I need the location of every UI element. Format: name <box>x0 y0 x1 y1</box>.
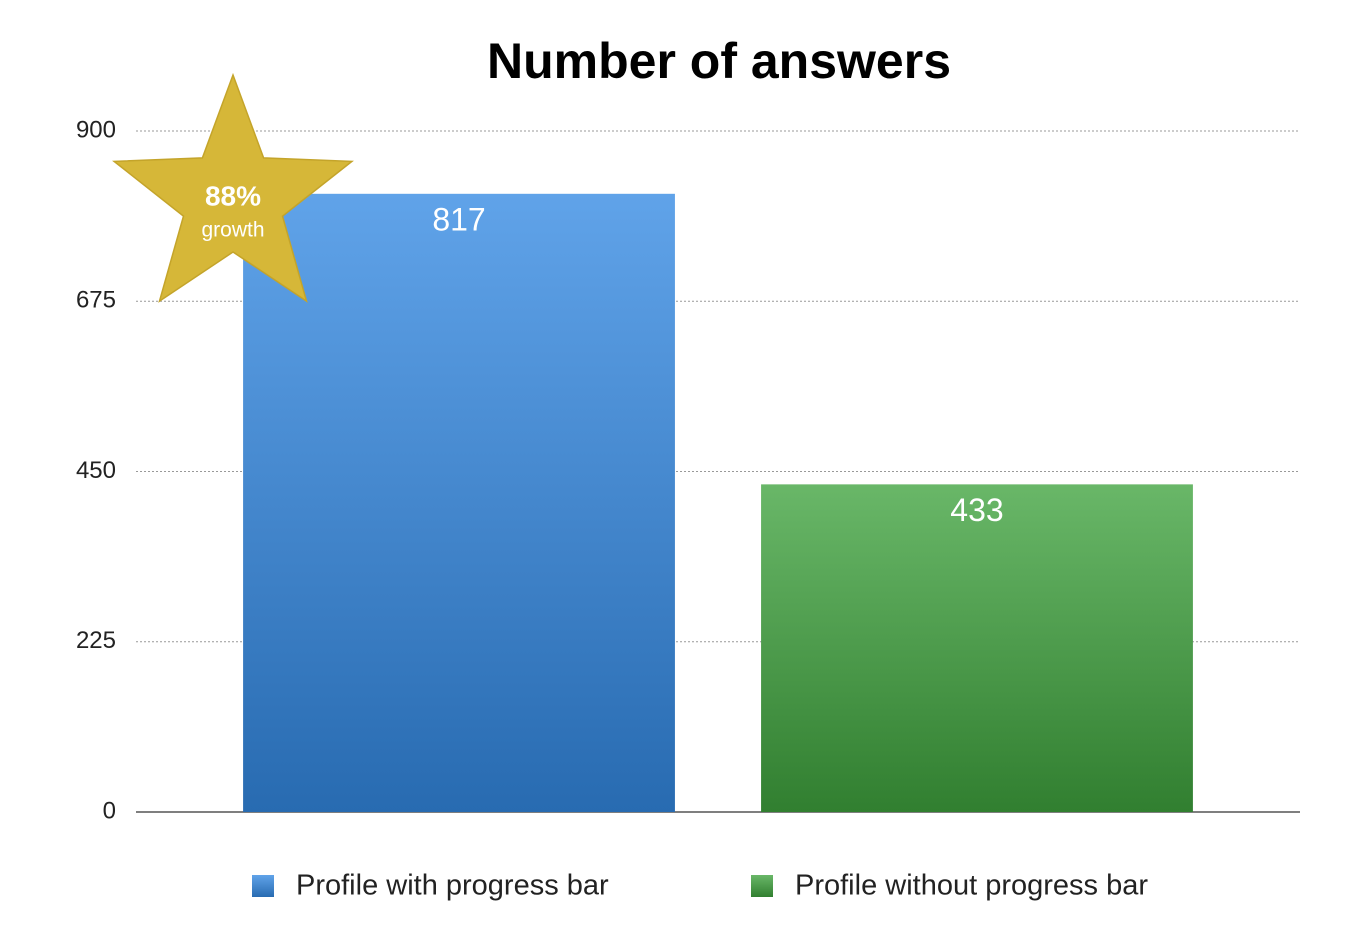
y-tick-label: 675 <box>76 287 116 314</box>
bar <box>761 484 1193 812</box>
annotation-note: growth <box>201 219 264 242</box>
y-tick-label: 450 <box>76 457 116 484</box>
y-tick-label: 900 <box>76 116 116 143</box>
legend-label: Profile with progress bar <box>296 870 609 902</box>
bar <box>243 193 675 812</box>
annotation-star <box>112 72 354 303</box>
legend-swatch <box>252 875 274 897</box>
y-tick-label: 225 <box>76 627 116 654</box>
y-tick-label: 0 <box>103 797 116 824</box>
legend-label: Profile without progress bar <box>795 870 1148 902</box>
annotation-label: 88% <box>205 180 261 211</box>
chart-title: Number of answers <box>487 33 951 89</box>
legend-swatch <box>751 875 773 897</box>
value-label: 817 <box>432 201 485 237</box>
value-label: 433 <box>950 492 1003 528</box>
